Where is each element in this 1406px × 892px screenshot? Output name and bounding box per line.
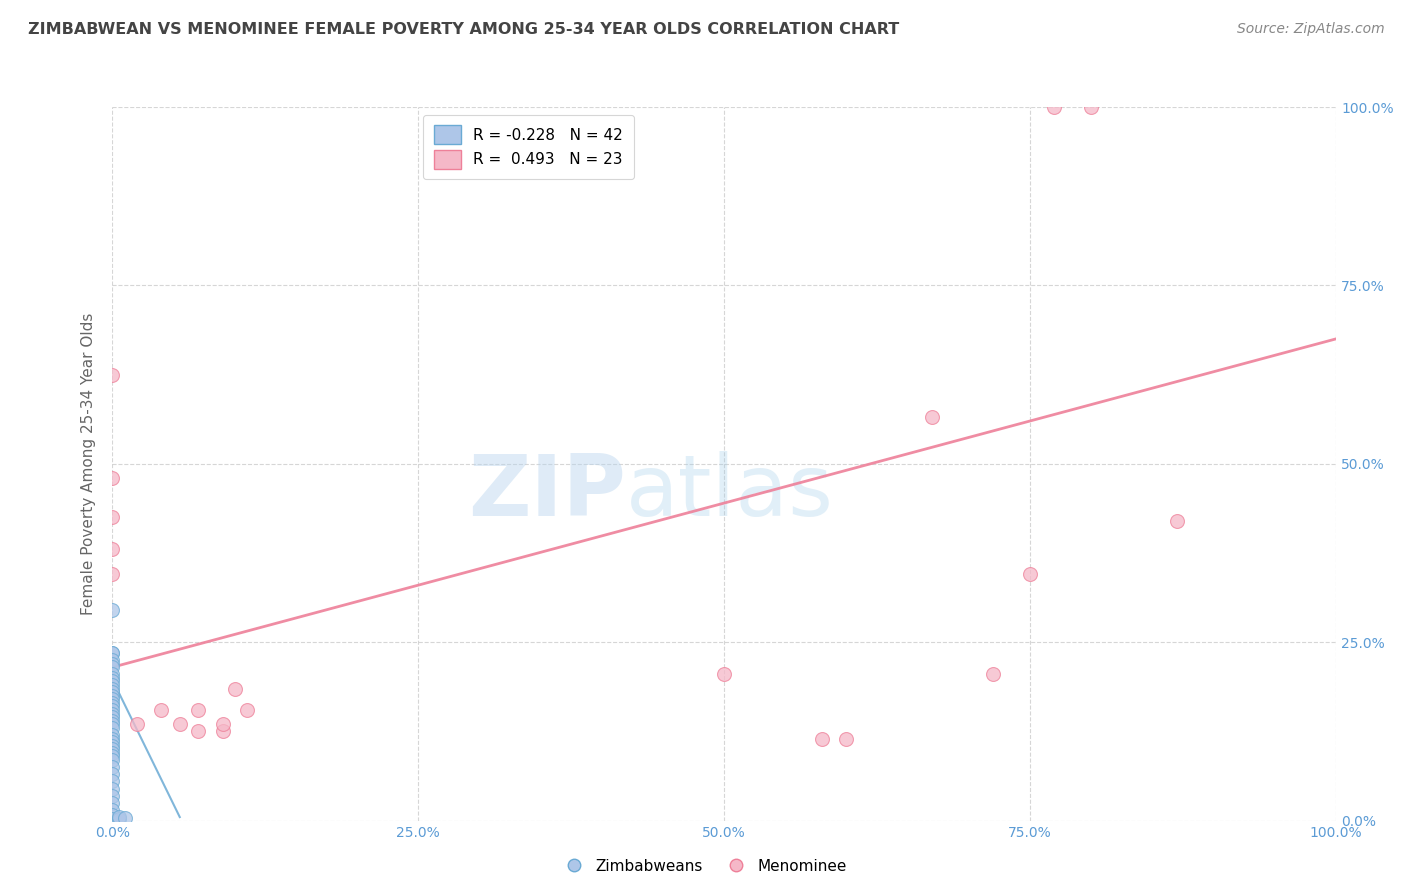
- Point: [101, 542, 124, 557]
- Point: [101, 696, 124, 710]
- Point: [101, 710, 124, 724]
- Point: [114, 812, 136, 826]
- Point: [101, 646, 124, 660]
- Point: [101, 735, 124, 749]
- Point: [101, 714, 124, 728]
- Point: [101, 685, 124, 699]
- Legend: Zimbabweans, Menominee: Zimbabweans, Menominee: [553, 853, 853, 880]
- Point: [101, 721, 124, 735]
- Point: [101, 803, 124, 817]
- Point: [101, 660, 124, 674]
- Point: [101, 749, 124, 764]
- Point: [101, 692, 124, 706]
- Point: [101, 703, 124, 717]
- Point: [125, 717, 148, 731]
- Point: [101, 699, 124, 714]
- Point: [713, 667, 735, 681]
- Point: [150, 703, 173, 717]
- Point: [101, 646, 124, 660]
- Point: [101, 681, 124, 696]
- Text: Source: ZipAtlas.com: Source: ZipAtlas.com: [1237, 22, 1385, 37]
- Point: [101, 689, 124, 703]
- Point: [101, 767, 124, 781]
- Point: [101, 674, 124, 689]
- Point: [107, 812, 129, 826]
- Point: [101, 739, 124, 753]
- Point: [236, 703, 259, 717]
- Point: [1018, 567, 1040, 582]
- Point: [921, 410, 943, 425]
- Point: [101, 742, 124, 756]
- Point: [101, 728, 124, 742]
- Point: [101, 746, 124, 760]
- Point: [811, 731, 834, 746]
- Point: [101, 603, 124, 617]
- Point: [101, 567, 124, 582]
- Point: [101, 510, 124, 524]
- Text: ZIP: ZIP: [468, 450, 626, 534]
- Point: [187, 724, 209, 739]
- Point: [101, 653, 124, 667]
- Point: [211, 724, 233, 739]
- Text: atlas: atlas: [626, 450, 834, 534]
- Text: ZIMBABWEAN VS MENOMINEE FEMALE POVERTY AMONG 25-34 YEAR OLDS CORRELATION CHART: ZIMBABWEAN VS MENOMINEE FEMALE POVERTY A…: [28, 22, 900, 37]
- Point: [101, 796, 124, 810]
- Point: [224, 681, 246, 696]
- Point: [835, 731, 858, 746]
- Point: [101, 471, 124, 485]
- Point: [187, 703, 209, 717]
- Point: [211, 717, 233, 731]
- Point: [101, 781, 124, 796]
- Point: [101, 671, 124, 685]
- Point: [981, 667, 1004, 681]
- Point: [101, 706, 124, 721]
- Point: [101, 812, 124, 826]
- Point: [107, 810, 129, 824]
- Point: [169, 717, 191, 731]
- Point: [1080, 100, 1102, 114]
- Point: [101, 808, 124, 822]
- Y-axis label: Female Poverty Among 25-34 Year Olds: Female Poverty Among 25-34 Year Olds: [80, 313, 96, 615]
- Point: [101, 368, 124, 382]
- Legend: R = -0.228   N = 42, R =  0.493   N = 23: R = -0.228 N = 42, R = 0.493 N = 23: [423, 115, 634, 179]
- Point: [101, 731, 124, 746]
- Point: [101, 667, 124, 681]
- Point: [1166, 514, 1188, 528]
- Point: [101, 678, 124, 692]
- Point: [101, 789, 124, 803]
- Point: [101, 717, 124, 731]
- Point: [101, 774, 124, 789]
- Point: [1043, 100, 1066, 114]
- Point: [101, 760, 124, 774]
- Point: [101, 753, 124, 767]
- Point: [101, 657, 124, 671]
